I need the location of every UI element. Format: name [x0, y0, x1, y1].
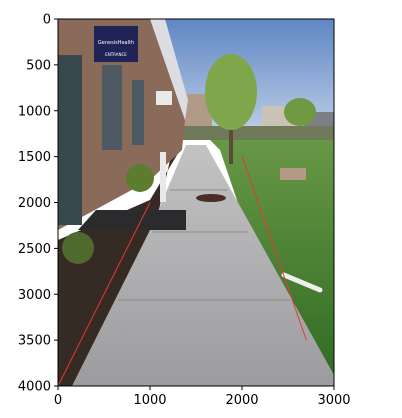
y-tick-label: 1500 — [18, 150, 51, 165]
ground-band — [160, 126, 334, 140]
main-sign — [94, 26, 138, 62]
tree-trunk — [229, 100, 233, 164]
tree-canopy — [205, 54, 257, 130]
manhole — [196, 194, 226, 202]
sidewalk — [72, 145, 334, 386]
shrub — [62, 232, 94, 264]
photo: GenesisHealth ENTRANCE — [58, 19, 334, 386]
planter — [280, 168, 306, 180]
y-tick-label: 2000 — [18, 196, 51, 211]
shrub — [126, 164, 154, 192]
main-sign-line2: ENTRANCE — [105, 52, 127, 57]
y-tick-label: 500 — [26, 58, 51, 73]
x-tick-label: 1000 — [133, 393, 166, 408]
window — [102, 65, 122, 150]
x-tick-label: 0 — [54, 393, 62, 408]
building-roof — [150, 19, 188, 120]
y-tick-label: 3500 — [18, 334, 51, 349]
x-axis: 0 1000 2000 3000 — [54, 386, 351, 408]
main-sign-line1: GenesisHealth — [98, 40, 134, 46]
mulch-bed — [58, 150, 180, 386]
y-tick-label: 1000 — [18, 104, 51, 119]
bollard — [160, 152, 166, 202]
y-tick-label: 2500 — [18, 242, 51, 257]
x-tick-label: 3000 — [317, 393, 350, 408]
x-tick-label: 2000 — [225, 393, 258, 408]
window — [132, 80, 144, 145]
y-axis: 0 500 1000 1500 2000 2500 3000 3500 4000 — [18, 13, 58, 395]
overlay-lines — [58, 156, 307, 386]
small-sign — [156, 91, 172, 105]
y-tick-label: 3000 — [18, 288, 51, 303]
tree-canopy-far — [284, 98, 316, 126]
downspout — [281, 272, 323, 293]
y-tick-label: 4000 — [18, 380, 51, 395]
glass-door — [58, 55, 82, 225]
left-guide-line — [58, 202, 151, 386]
y-tick-label: 0 — [43, 13, 51, 28]
door-mat — [78, 210, 186, 230]
right-guide-line — [241, 156, 307, 341]
